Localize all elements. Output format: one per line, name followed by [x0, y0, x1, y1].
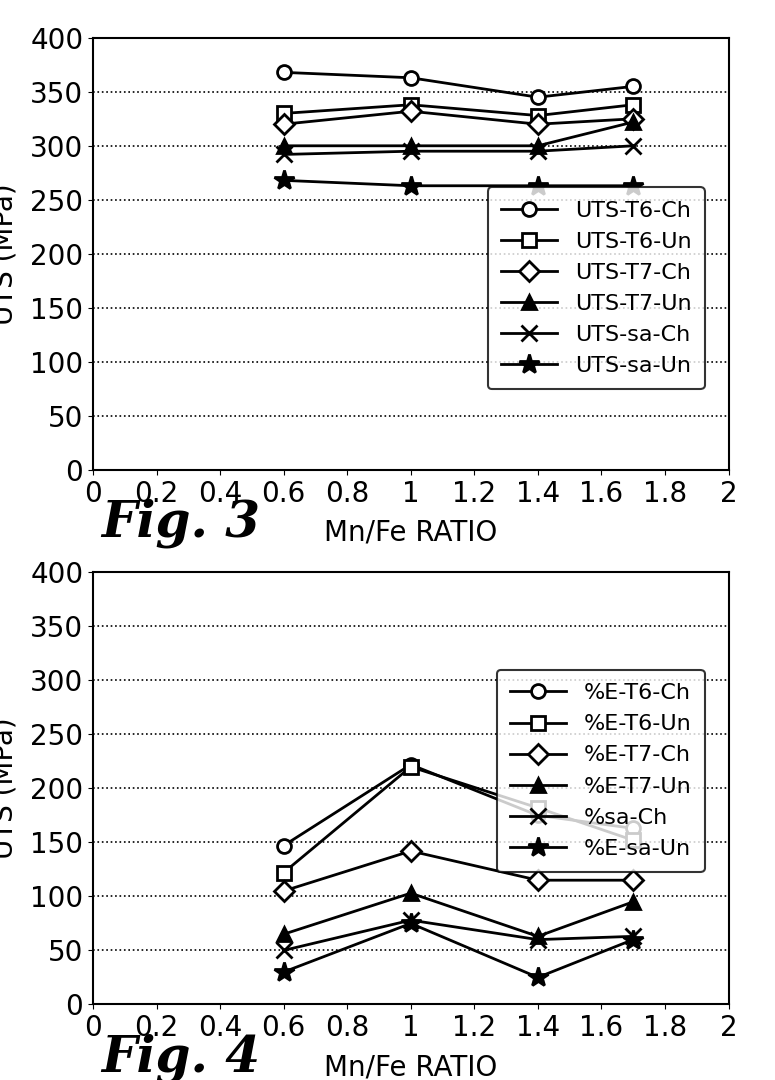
UTS-T7-Ch	[629, 112, 638, 125]
%E-T6-Ch	[533, 809, 542, 822]
%E-T6-Ch	[279, 839, 288, 852]
Line: %E-sa-Un: %E-sa-Un	[274, 913, 643, 988]
%E-T6-Un	[279, 866, 288, 879]
Line: UTS-sa-Ch: UTS-sa-Ch	[275, 137, 642, 163]
UTS-T7-Un	[629, 116, 638, 129]
Text: Fig. 3: Fig. 3	[101, 499, 260, 549]
Y-axis label: UTS (MPa): UTS (MPa)	[0, 183, 19, 325]
UTS-sa-Un	[406, 179, 415, 192]
UTS-T6-Un	[279, 107, 288, 120]
UTS-T7-Un	[406, 139, 415, 152]
%E-T6-Ch	[629, 822, 638, 835]
UTS-T6-Un	[406, 98, 415, 111]
Legend: UTS-T6-Ch, UTS-T6-Un, UTS-T7-Ch, UTS-T7-Un, UTS-sa-Ch, UTS-sa-Un: UTS-T6-Ch, UTS-T6-Un, UTS-T7-Ch, UTS-T7-…	[488, 187, 704, 390]
Line: UTS-sa-Un: UTS-sa-Un	[274, 170, 643, 197]
%E-T6-Un	[533, 801, 542, 814]
%E-T6-Ch	[406, 758, 415, 771]
UTS-T7-Un	[279, 139, 288, 152]
%E-sa-Un	[629, 933, 638, 946]
%sa-Ch	[279, 944, 288, 957]
UTS-sa-Un	[533, 179, 542, 192]
UTS-T6-Un	[629, 98, 638, 111]
%E-T7-Ch	[279, 885, 288, 897]
Line: UTS-T6-Ch: UTS-T6-Ch	[277, 66, 640, 104]
X-axis label: Mn/Fe RATIO: Mn/Fe RATIO	[324, 1053, 498, 1080]
UTS-T7-Ch	[406, 105, 415, 118]
X-axis label: Mn/Fe RATIO: Mn/Fe RATIO	[324, 518, 498, 546]
Text: Fig. 4: Fig. 4	[101, 1034, 260, 1080]
UTS-sa-Ch	[533, 145, 542, 158]
UTS-T7-Ch	[279, 118, 288, 131]
Legend: %E-T6-Ch, %E-T6-Un, %E-T7-Ch, %E-T7-Un, %sa-Ch, %E-sa-Un: %E-T6-Ch, %E-T6-Un, %E-T7-Ch, %E-T7-Un, …	[497, 670, 704, 873]
UTS-sa-Ch	[629, 139, 638, 152]
UTS-T7-Ch	[533, 118, 542, 131]
Line: %sa-Ch: %sa-Ch	[275, 912, 642, 959]
%E-T7-Un	[279, 928, 288, 941]
%E-sa-Un	[406, 917, 415, 930]
UTS-T6-Ch	[533, 91, 542, 104]
UTS-sa-Ch	[279, 148, 288, 161]
%sa-Ch	[406, 914, 415, 927]
UTS-T6-Un	[533, 109, 542, 122]
Line: %E-T7-Ch: %E-T7-Ch	[277, 845, 640, 897]
UTS-T6-Ch	[629, 80, 638, 93]
%E-T6-Un	[406, 760, 415, 773]
Line: %E-T7-Un: %E-T7-Un	[277, 887, 640, 943]
%E-T7-Un	[629, 895, 638, 908]
%E-T7-Ch	[533, 874, 542, 887]
UTS-T6-Ch	[279, 66, 288, 79]
UTS-sa-Ch	[406, 145, 415, 158]
UTS-T6-Ch	[406, 71, 415, 84]
%E-T7-Un	[533, 930, 542, 943]
UTS-sa-Un	[629, 179, 638, 192]
Line: %E-T6-Ch: %E-T6-Ch	[277, 758, 640, 852]
Line: %E-T6-Un: %E-T6-Un	[277, 760, 640, 879]
%E-sa-Un	[279, 966, 288, 978]
%E-T6-Un	[629, 834, 638, 847]
Line: UTS-T6-Un: UTS-T6-Un	[277, 98, 640, 122]
UTS-sa-Un	[279, 174, 288, 187]
%sa-Ch	[533, 933, 542, 946]
%E-T7-Ch	[629, 874, 638, 887]
%E-T7-Un	[406, 887, 415, 900]
UTS-T7-Un	[533, 139, 542, 152]
%sa-Ch	[629, 930, 638, 943]
%E-T7-Ch	[406, 845, 415, 858]
%E-sa-Un	[533, 971, 542, 984]
Y-axis label: UTS (MPa): UTS (MPa)	[0, 717, 19, 860]
Line: UTS-T7-Ch: UTS-T7-Ch	[277, 105, 640, 131]
Line: UTS-T7-Un: UTS-T7-Un	[277, 116, 640, 152]
